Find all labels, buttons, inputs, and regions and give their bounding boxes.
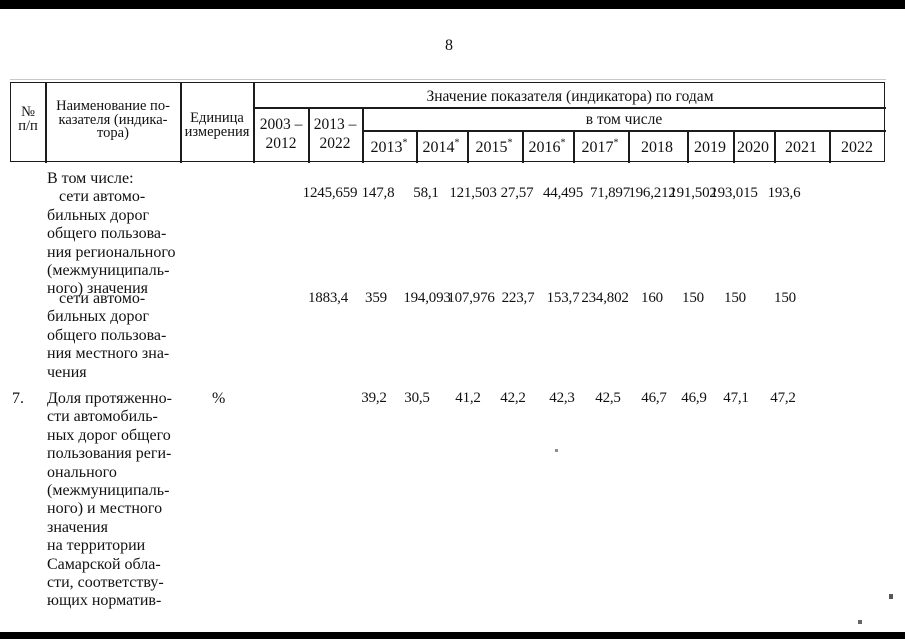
cell-value: 47,2 [770,390,796,406]
row-unit: % [212,390,226,407]
year-label: 2021 [785,139,817,156]
cell-value: 107,976 [447,290,495,306]
scan-speck [889,594,893,599]
grid-line-h [362,130,886,132]
grid-line-v [774,130,776,163]
year-label: 2014 [422,139,455,156]
row-number: 7. [12,390,24,407]
cell-value: 1883,4 [307,290,349,306]
footnote-star: * [507,137,513,149]
footnote-star: * [454,137,460,149]
cell-value: 150 [774,290,796,306]
cell-value: 234,802 [581,290,629,306]
header-cell-including: в том числе [585,111,663,128]
footnote-star: * [560,137,566,149]
grid-line-v [253,82,255,163]
scan-speck [555,449,558,452]
cell-value: 196,212 [628,185,676,201]
header-cell-year-2020: 2020 [737,139,769,157]
cell-value: 41,2 [455,390,481,406]
grid-line-v [522,130,524,163]
grid-line-v [467,130,469,163]
cell-value: 1245,659 [302,185,358,201]
header-cell-year-2022: 2022 [841,139,873,157]
year-label: 2016 [528,139,561,156]
row-label: В том числе: сети автомо- бильных дорог … [47,170,176,298]
grid-line-v [733,130,735,163]
header-cell-period-2013-2022: 2013 – 2022 [313,116,357,152]
grid-line-h [253,107,886,109]
footnote-star: * [613,137,619,149]
header-cell-row-number: № п/п [18,104,38,134]
year-label: 2013 [370,139,403,156]
cell-value: 193,015 [710,185,758,201]
year-label: 2020 [737,139,769,156]
cell-value: 42,5 [595,390,621,406]
header-cell-values-title: Значение показателя (индикатора) по года… [426,88,714,105]
cell-value: 153,7 [546,290,580,306]
scan-speck [858,620,862,624]
grid-line-v [362,107,364,163]
cell-value: 44,495 [542,185,584,201]
header-cell-period-2003-2012: 2003 – 2012 [259,116,303,152]
cell-value: 39,2 [361,390,387,406]
cell-value: 30,5 [404,390,430,406]
cell-value: 160 [641,290,663,306]
grid-line-v [628,130,630,163]
cell-value: 42,2 [500,390,526,406]
cell-value: 71,897 [589,185,631,201]
cell-value: 193,6 [767,185,801,201]
table-outer-border [10,82,885,162]
cell-value: 191,502 [669,185,717,201]
year-label: 2015 [475,139,508,156]
cell-value: 223,7 [501,290,535,306]
cell-value: 194,093 [403,290,451,306]
scan-bar-bottom [0,632,905,639]
cell-value: 46,9 [681,390,707,406]
grid-line-v [573,130,575,163]
year-label: 2017 [581,139,614,156]
row-label: сети автомо- бильных дорог общего пользо… [47,290,170,381]
header-cell-year-2017: 2017* [581,137,619,157]
cell-value: 147,8 [361,185,395,201]
header-cell-year-2015: 2015* [475,137,513,157]
footnote-star: * [402,137,408,149]
grid-line-v [180,82,182,163]
page-number: 8 [445,37,453,54]
cell-value: 47,1 [723,390,749,406]
year-label: 2022 [841,139,873,156]
grid-line-v [687,130,689,163]
header-cell-year-2019: 2019 [694,139,726,157]
scan-smudge-line [10,79,886,80]
scan-bar-top [0,0,905,9]
header-cell-year-2018: 2018 [641,139,673,157]
header-cell-year-2013: 2013* [370,137,408,157]
grid-line-v [416,130,418,163]
grid-line-v [45,82,47,163]
cell-value: 359 [365,290,387,306]
header-cell-year-2016: 2016* [528,137,566,157]
year-label: 2018 [641,139,673,156]
cell-value: 42,3 [549,390,575,406]
header-cell-indicator-name: Наименование по- казателя (индика- тора) [56,98,170,141]
cell-value: 46,7 [641,390,667,406]
header-cell-unit: Единица измерения [184,110,250,140]
row-label: Доля протяженно- сти автомобиль- ных дор… [47,390,172,610]
cell-value: 150 [682,290,704,306]
grid-line-v [308,107,310,163]
header-cell-year-2021: 2021 [785,139,817,157]
cell-value: 150 [724,290,746,306]
cell-value: 27,57 [500,185,534,201]
grid-line-v [829,130,831,163]
year-label: 2019 [694,139,726,156]
cell-value: 58,1 [413,185,439,201]
cell-value: 121,503 [449,185,497,201]
header-cell-year-2014: 2014* [422,137,460,157]
